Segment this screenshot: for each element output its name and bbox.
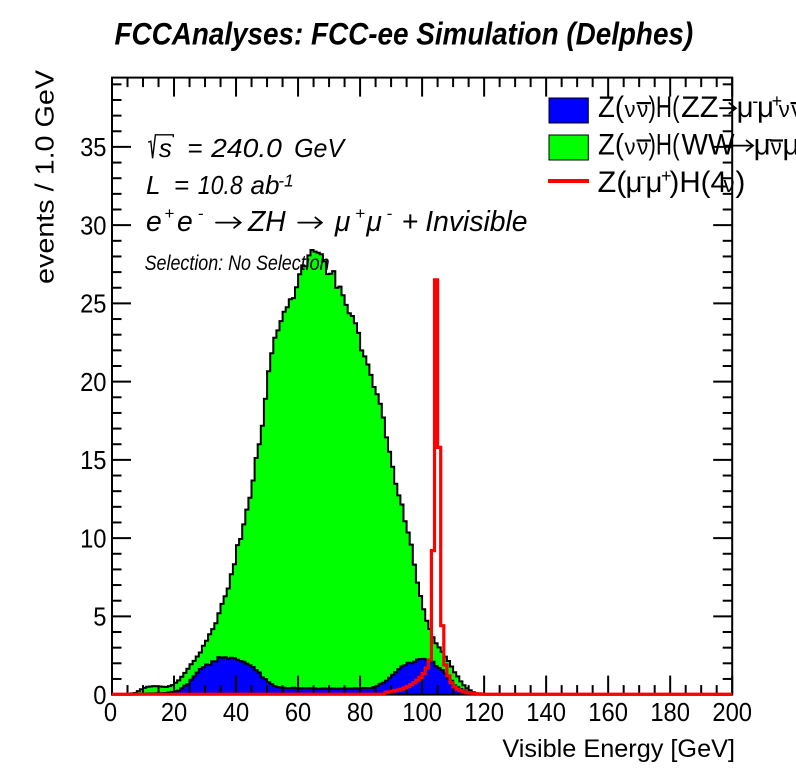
svg-text:L: L <box>146 170 160 200</box>
svg-text:)H(4: )H(4 <box>670 166 727 199</box>
svg-text:): ) <box>736 166 746 199</box>
svg-text:200: 200 <box>712 697 752 727</box>
svg-text:160: 160 <box>588 697 628 727</box>
svg-text:ν: ν <box>724 172 735 197</box>
svg-text:-: - <box>641 166 647 186</box>
svg-text:-: - <box>387 204 393 223</box>
svg-text:120: 120 <box>464 697 504 727</box>
svg-text:10.8: 10.8 <box>198 170 243 200</box>
svg-text:+: + <box>772 91 783 111</box>
svg-text:ZZ: ZZ <box>681 91 719 124</box>
svg-text:-: - <box>766 128 772 148</box>
svg-text:-: - <box>752 91 758 111</box>
svg-text:40: 40 <box>223 697 249 727</box>
svg-text:GeV: GeV <box>294 133 347 163</box>
svg-text:ν: ν <box>779 97 790 122</box>
svg-text:=: = <box>174 170 189 200</box>
svg-text:20: 20 <box>161 697 187 727</box>
svg-text:e: e <box>146 205 162 237</box>
svg-text:e: e <box>177 205 193 237</box>
svg-text:140: 140 <box>526 697 566 727</box>
svg-text:30: 30 <box>80 210 106 240</box>
svg-text:15: 15 <box>80 445 106 475</box>
svg-text:10: 10 <box>80 523 106 553</box>
svg-text:ab: ab <box>251 170 280 200</box>
svg-text:-1: -1 <box>278 171 294 191</box>
svg-text:25: 25 <box>80 289 106 319</box>
svg-text:100: 100 <box>402 697 442 727</box>
svg-text:Z(: Z( <box>598 91 624 124</box>
svg-text:)H(: )H( <box>649 128 680 161</box>
svg-text:FCCAnalyses: FCC-ee Simulation: FCCAnalyses: FCC-ee Simulation (Delphes) <box>115 17 694 52</box>
svg-text:20: 20 <box>80 367 106 397</box>
svg-text:Selection: No Selection: Selection: No Selection <box>145 251 330 275</box>
svg-text:μ: μ <box>754 128 771 161</box>
svg-text:μ: μ <box>783 128 796 161</box>
svg-text:80: 80 <box>347 697 373 727</box>
svg-text:Z(: Z( <box>598 166 627 199</box>
svg-text:0: 0 <box>93 680 106 710</box>
svg-text:μ: μ <box>646 166 663 199</box>
svg-text:Visible Energy [GeV]: Visible Energy [GeV] <box>502 735 735 763</box>
svg-text:μ: μ <box>737 91 754 124</box>
svg-text:35: 35 <box>80 132 106 162</box>
svg-text:Invisible: Invisible <box>425 205 527 237</box>
svg-text:μ: μ <box>757 91 774 124</box>
svg-text:60: 60 <box>285 697 311 727</box>
svg-text:μ: μ <box>365 205 382 237</box>
svg-text:+: + <box>355 204 365 223</box>
svg-text:ν: ν <box>637 134 648 159</box>
svg-text:-: - <box>198 204 204 223</box>
svg-text:180: 180 <box>650 697 690 727</box>
svg-text:ν: ν <box>771 134 782 159</box>
svg-text:ZH: ZH <box>247 205 286 237</box>
svg-text:ν: ν <box>625 134 636 159</box>
svg-text:+: + <box>164 204 174 223</box>
svg-text:Z(: Z( <box>598 128 624 161</box>
svg-text:μ: μ <box>334 205 351 237</box>
svg-text:ν: ν <box>637 97 648 122</box>
svg-text:5: 5 <box>93 602 106 632</box>
svg-text:ν: ν <box>625 97 636 122</box>
svg-text:+: + <box>661 166 672 186</box>
svg-text:=: = <box>187 133 202 163</box>
svg-text:s: s <box>159 133 172 163</box>
svg-text:)H(: )H( <box>649 91 680 124</box>
svg-text:240.0: 240.0 <box>210 133 282 163</box>
svg-text:ν: ν <box>792 97 796 122</box>
svg-text:μ: μ <box>626 166 643 199</box>
svg-text:0: 0 <box>104 697 117 727</box>
svg-text:events / 1.0 GeV: events / 1.0 GeV <box>29 69 59 284</box>
svg-text:+: + <box>402 205 419 237</box>
